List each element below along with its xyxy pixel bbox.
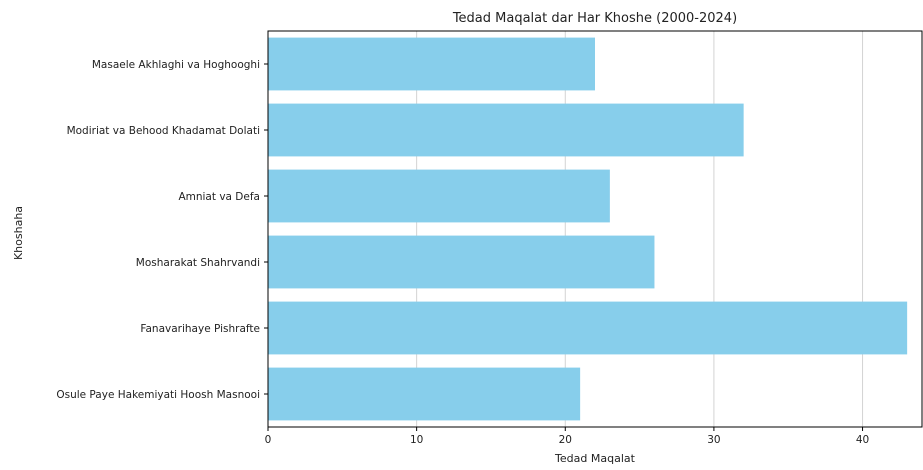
chart-title: Tedad Maqalat dar Har Khoshe (2000-2024) (452, 11, 737, 26)
x-tick-label: 0 (265, 434, 272, 446)
y-tick-label: Amniat va Defa (178, 191, 260, 203)
axes: 0 10 20 30 40 Osule Paye Hakemiyati Hoosh Mas… (56, 30, 923, 446)
plot-frame (267, 30, 923, 428)
bar-2 (268, 235, 655, 289)
y-tick-label: Fanavarihaye Pishrafte (140, 323, 260, 335)
bar-4 (268, 103, 744, 157)
y-tick-label: Modiriat va Behood Khadamat Dolati (67, 125, 260, 137)
bar-5 (268, 37, 595, 91)
x-axis-label: Tedad Maqalat (554, 452, 636, 465)
bar-1 (268, 301, 908, 355)
x-tick-label: 40 (856, 434, 869, 446)
x-tick-label: 20 (559, 434, 572, 446)
bar-3 (268, 169, 610, 223)
x-tick-label: 10 (410, 434, 423, 446)
y-tick-label: Mosharakat Shahrvandi (136, 257, 260, 269)
bars (268, 37, 908, 421)
x-tick-label: 30 (707, 434, 720, 446)
bar-0 (268, 367, 581, 421)
y-tick-label: Osule Paye Hakemiyati Hoosh Masnooi (56, 389, 260, 401)
y-axis-label: Khoshaha (12, 206, 25, 260)
y-tick-label: Masaele Akhlaghi va Hoghooghi (92, 59, 260, 71)
